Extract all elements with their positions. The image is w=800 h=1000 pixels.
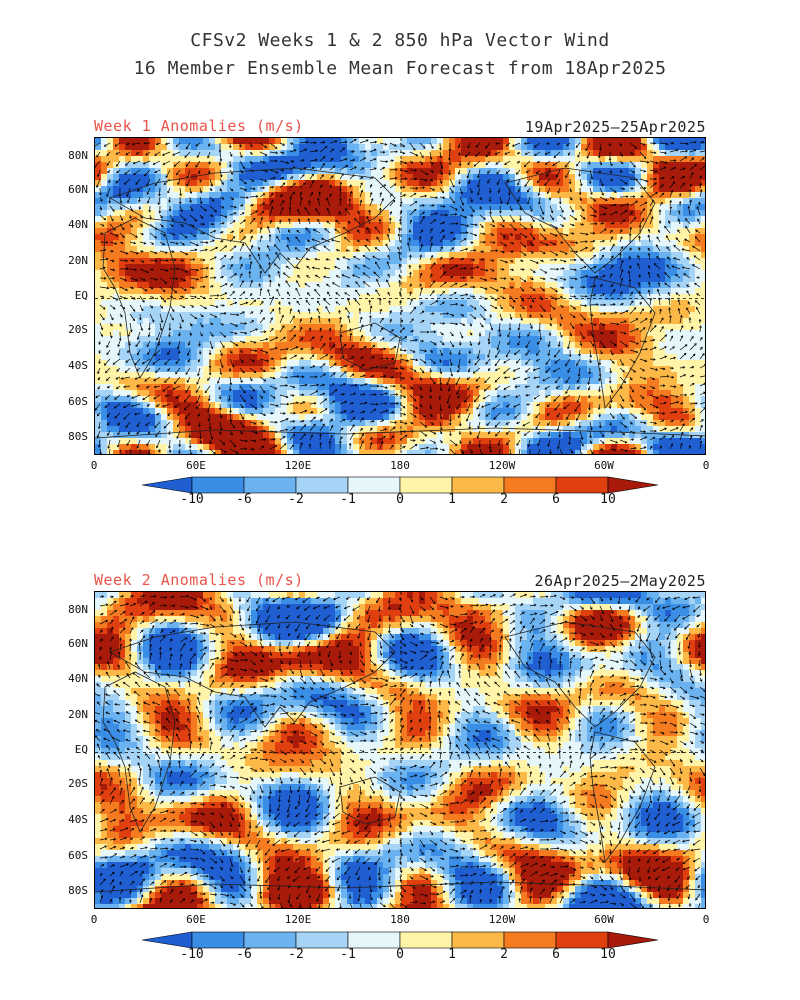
colorbar-label: 2 xyxy=(500,947,508,962)
lat-label: 80N xyxy=(68,603,88,616)
panel2-colorbar xyxy=(141,929,659,951)
panel1-colorbar xyxy=(141,474,659,496)
colorbar-label: 0 xyxy=(396,492,404,507)
colorbar-segment xyxy=(451,476,505,494)
wind-vectors xyxy=(95,138,705,454)
colorbar-segment xyxy=(399,931,453,949)
panel2-dates: 26Apr2025—2May2025 xyxy=(534,572,706,590)
lon-label: 0 xyxy=(90,459,98,472)
colorbar-segment xyxy=(243,476,297,494)
lat-label: 80N xyxy=(68,149,88,162)
colorbar-low-arrow xyxy=(141,931,193,949)
colorbar-label: 1 xyxy=(448,492,456,507)
colorbar-label: 10 xyxy=(600,947,616,962)
lat-label: 20N xyxy=(68,254,88,267)
lat-label: 40N xyxy=(68,218,88,231)
lat-label: 20N xyxy=(68,708,88,721)
lon-label: 120W xyxy=(488,913,516,926)
panel1-label: Week 1 Anomalies (m/s) xyxy=(94,117,304,135)
wind-vectors xyxy=(95,593,705,908)
colorbar-segment xyxy=(347,476,401,494)
lon-label: 120E xyxy=(284,913,312,926)
lon-label: 60E xyxy=(186,459,206,472)
colorbar-label: 2 xyxy=(500,492,508,507)
colorbar-label: -10 xyxy=(180,947,204,962)
lon-label: 180 xyxy=(390,913,410,926)
lat-label: EQ xyxy=(74,289,88,302)
colorbar-high-arrow xyxy=(607,931,659,949)
coastlines xyxy=(95,621,705,893)
colorbar-label: 0 xyxy=(396,947,404,962)
lat-label: 20S xyxy=(68,323,88,336)
colorbar-label: -10 xyxy=(180,492,204,507)
lat-label: 60S xyxy=(68,849,88,862)
colorbar-segment xyxy=(295,931,349,949)
anomaly-field xyxy=(95,592,705,908)
lat-label: 20S xyxy=(68,777,88,790)
colorbar-label: -2 xyxy=(288,492,304,507)
reference-lines xyxy=(95,592,705,908)
title-line-2: 16 Member Ensemble Mean Forecast from 18… xyxy=(133,58,667,79)
colorbar-label: -6 xyxy=(236,947,252,962)
colorbar-segment xyxy=(503,476,557,494)
lon-label: 180 xyxy=(390,459,410,472)
colorbar-label: -1 xyxy=(340,492,356,507)
colorbar-segment xyxy=(191,476,245,494)
coastlines xyxy=(95,167,705,439)
colorbar-label: 10 xyxy=(600,492,616,507)
lat-label: 60S xyxy=(68,395,88,408)
colorbar-segment xyxy=(191,931,245,949)
lon-label: 60W xyxy=(594,459,614,472)
lat-label: EQ xyxy=(74,743,88,756)
lat-label: 60N xyxy=(68,637,88,650)
lat-label: 80S xyxy=(68,884,88,897)
lat-label: 60N xyxy=(68,183,88,196)
colorbar-label: -2 xyxy=(288,947,304,962)
lon-label: 120E xyxy=(284,459,312,472)
lon-label: 60E xyxy=(186,913,206,926)
colorbar-segment xyxy=(555,476,609,494)
lat-label: 40S xyxy=(68,359,88,372)
colorbar-label: 6 xyxy=(552,947,560,962)
colorbar-segment xyxy=(451,931,505,949)
colorbar-low-arrow xyxy=(141,476,193,494)
colorbar-segment xyxy=(295,476,349,494)
lat-label: 80S xyxy=(68,430,88,443)
colorbar-high-arrow xyxy=(607,476,659,494)
panel2-map xyxy=(94,591,706,909)
colorbar-segment xyxy=(347,931,401,949)
panel2-label: Week 2 Anomalies (m/s) xyxy=(94,571,304,589)
colorbar-segment xyxy=(399,476,453,494)
colorbar-label: 6 xyxy=(552,492,560,507)
lat-label: 40S xyxy=(68,813,88,826)
colorbar-label: -1 xyxy=(340,947,356,962)
reference-lines xyxy=(95,138,705,454)
lon-label: 0 xyxy=(90,913,98,926)
panel1-dates: 19Apr2025—25Apr2025 xyxy=(524,118,706,136)
lon-label: 0 xyxy=(702,913,710,926)
anomaly-field xyxy=(95,138,705,454)
lat-label: 40N xyxy=(68,672,88,685)
lon-label: 0 xyxy=(702,459,710,472)
panel1-map xyxy=(94,137,706,455)
colorbar-segment xyxy=(243,931,297,949)
colorbar-segment xyxy=(555,931,609,949)
colorbar-label: -6 xyxy=(236,492,252,507)
title-line-1: CFSv2 Weeks 1 & 2 850 hPa Vector Wind xyxy=(190,30,610,51)
lon-label: 120W xyxy=(488,459,516,472)
colorbar-segment xyxy=(503,931,557,949)
colorbar-label: 1 xyxy=(448,947,456,962)
lon-label: 60W xyxy=(594,913,614,926)
